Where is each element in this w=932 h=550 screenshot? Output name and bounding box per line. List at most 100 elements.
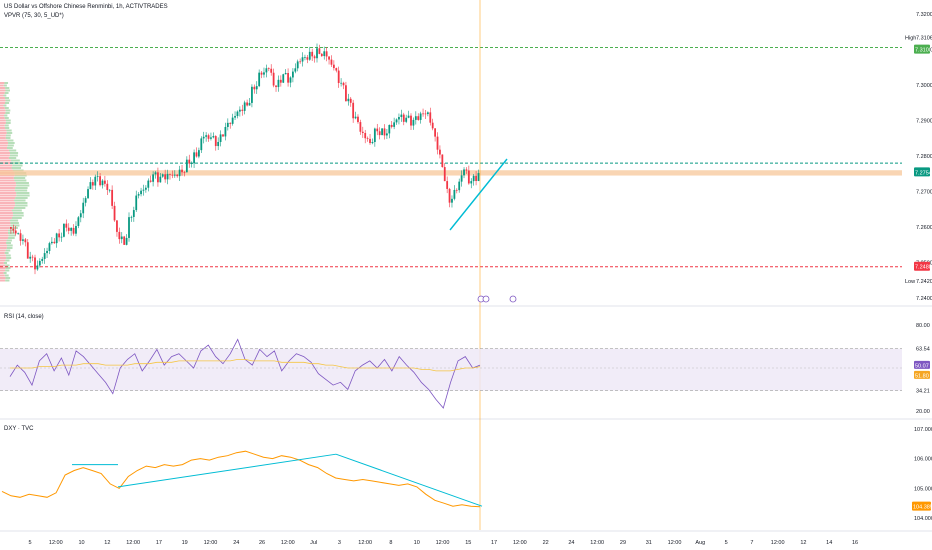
- candle: [439, 145, 441, 159]
- candle-body: [147, 180, 150, 188]
- volume-profile-bar-sell: [0, 114, 5, 117]
- candle: [12, 224, 15, 234]
- volume-profile-bar-buy: [6, 242, 12, 244]
- volume-profile-bar-sell: [0, 177, 14, 179]
- candle-body: [10, 226, 12, 229]
- candle-body: [258, 72, 261, 87]
- candle: [142, 184, 145, 196]
- candle: [226, 118, 229, 131]
- price-axis-tick-label: 7.2400: [916, 296, 932, 302]
- volume-profile-bar-buy: [8, 237, 15, 239]
- candle-body: [388, 124, 391, 134]
- candle: [395, 118, 398, 125]
- volume-profile-bar-sell: [0, 224, 11, 227]
- candle: [200, 136, 203, 154]
- candle-body: [378, 131, 381, 136]
- volume-profile-bar-sell: [0, 112, 6, 114]
- rsi-label: RSI (14, close): [4, 314, 44, 320]
- candle-body: [173, 174, 176, 176]
- candle-body: [24, 239, 27, 243]
- candle: [24, 237, 27, 247]
- candle: [77, 215, 80, 229]
- candle: [458, 178, 461, 193]
- candle: [248, 97, 251, 106]
- rsi-ma-line: [10, 359, 481, 372]
- candle: [296, 59, 299, 72]
- candle-body: [171, 174, 174, 176]
- candle-body: [410, 115, 412, 126]
- candle-body: [436, 136, 439, 150]
- volume-profile-bar-buy: [3, 104, 7, 107]
- candle-body: [241, 109, 244, 111]
- candle: [104, 175, 106, 187]
- volume-profile-bar-buy: [5, 267, 11, 269]
- candle-body: [349, 98, 352, 103]
- x-axis-tick-label: 8: [389, 540, 392, 546]
- candle-body: [87, 189, 89, 199]
- candle-body: [140, 190, 142, 195]
- candle: [140, 187, 142, 197]
- candle-body: [267, 68, 270, 69]
- x-axis-tick-label: 12:00: [126, 540, 140, 546]
- candle-body: [323, 51, 326, 57]
- volume-profile-bar-buy: [16, 194, 30, 197]
- volume-profile-bar-sell: [0, 89, 6, 92]
- candle: [424, 110, 427, 119]
- candle: [265, 64, 268, 78]
- candle: [65, 219, 68, 232]
- candle: [46, 247, 48, 259]
- candle-body: [231, 117, 234, 124]
- candle-body: [236, 111, 239, 117]
- candle: [422, 108, 424, 117]
- candle: [113, 201, 116, 222]
- candle-body: [342, 82, 345, 86]
- volume-profile-bar-sell: [0, 234, 9, 237]
- volume-profile-bar-buy: [8, 142, 15, 144]
- candle: [443, 163, 446, 182]
- candle: [31, 254, 34, 262]
- dxy-axis-tick-label: 107.000: [914, 427, 932, 433]
- candle: [207, 133, 210, 142]
- volume-profile-bar-buy: [13, 207, 26, 209]
- volume-profile-bar-buy: [4, 102, 10, 104]
- candle-body: [34, 257, 36, 270]
- volume-profile-bar-sell: [0, 157, 9, 159]
- volume-profile-bar-sell: [0, 134, 6, 137]
- candle: [467, 165, 470, 185]
- candle-body: [405, 117, 408, 122]
- volume-profile-bar-sell: [0, 127, 6, 129]
- x-axis-tick-label: 12:00: [513, 540, 527, 546]
- candle-body: [402, 114, 405, 122]
- candle: [463, 167, 465, 179]
- dxy-line: [1, 450, 481, 508]
- volume-profile-bar-buy: [10, 159, 20, 162]
- x-axis-tick-label: Jul: [310, 540, 317, 546]
- candle: [99, 172, 101, 187]
- volume-profile-bar-buy: [4, 114, 8, 117]
- volume-profile-bar-buy: [12, 209, 22, 212]
- x-axis-tick-label: 12:00: [204, 540, 218, 546]
- candle-body: [301, 57, 304, 62]
- high-value: 7.3106: [916, 36, 932, 42]
- candle-body: [306, 57, 309, 60]
- candle-body: [294, 68, 297, 72]
- candle: [26, 238, 29, 259]
- candle-body: [217, 141, 220, 147]
- candle-body: [304, 57, 306, 58]
- candle: [202, 131, 205, 144]
- candle-body: [104, 180, 106, 184]
- volume-profile-bar-buy: [5, 279, 10, 282]
- volume-profile-bar-buy: [5, 254, 11, 257]
- x-axis-tick-label: 12: [800, 540, 806, 546]
- volume-profile-bar-sell: [0, 144, 8, 147]
- candle-body: [345, 85, 347, 102]
- volume-profile-bar-sell: [0, 209, 13, 212]
- candle-body: [393, 122, 396, 127]
- volume-profile-bar-sell: [0, 204, 16, 207]
- volume-profile-bar-buy: [15, 204, 28, 207]
- candle-body: [113, 205, 116, 221]
- price-trendline: [449, 158, 508, 231]
- rsi-axis-tick-label: 63.54: [916, 347, 930, 353]
- volume-profile-bar-buy: [5, 99, 11, 102]
